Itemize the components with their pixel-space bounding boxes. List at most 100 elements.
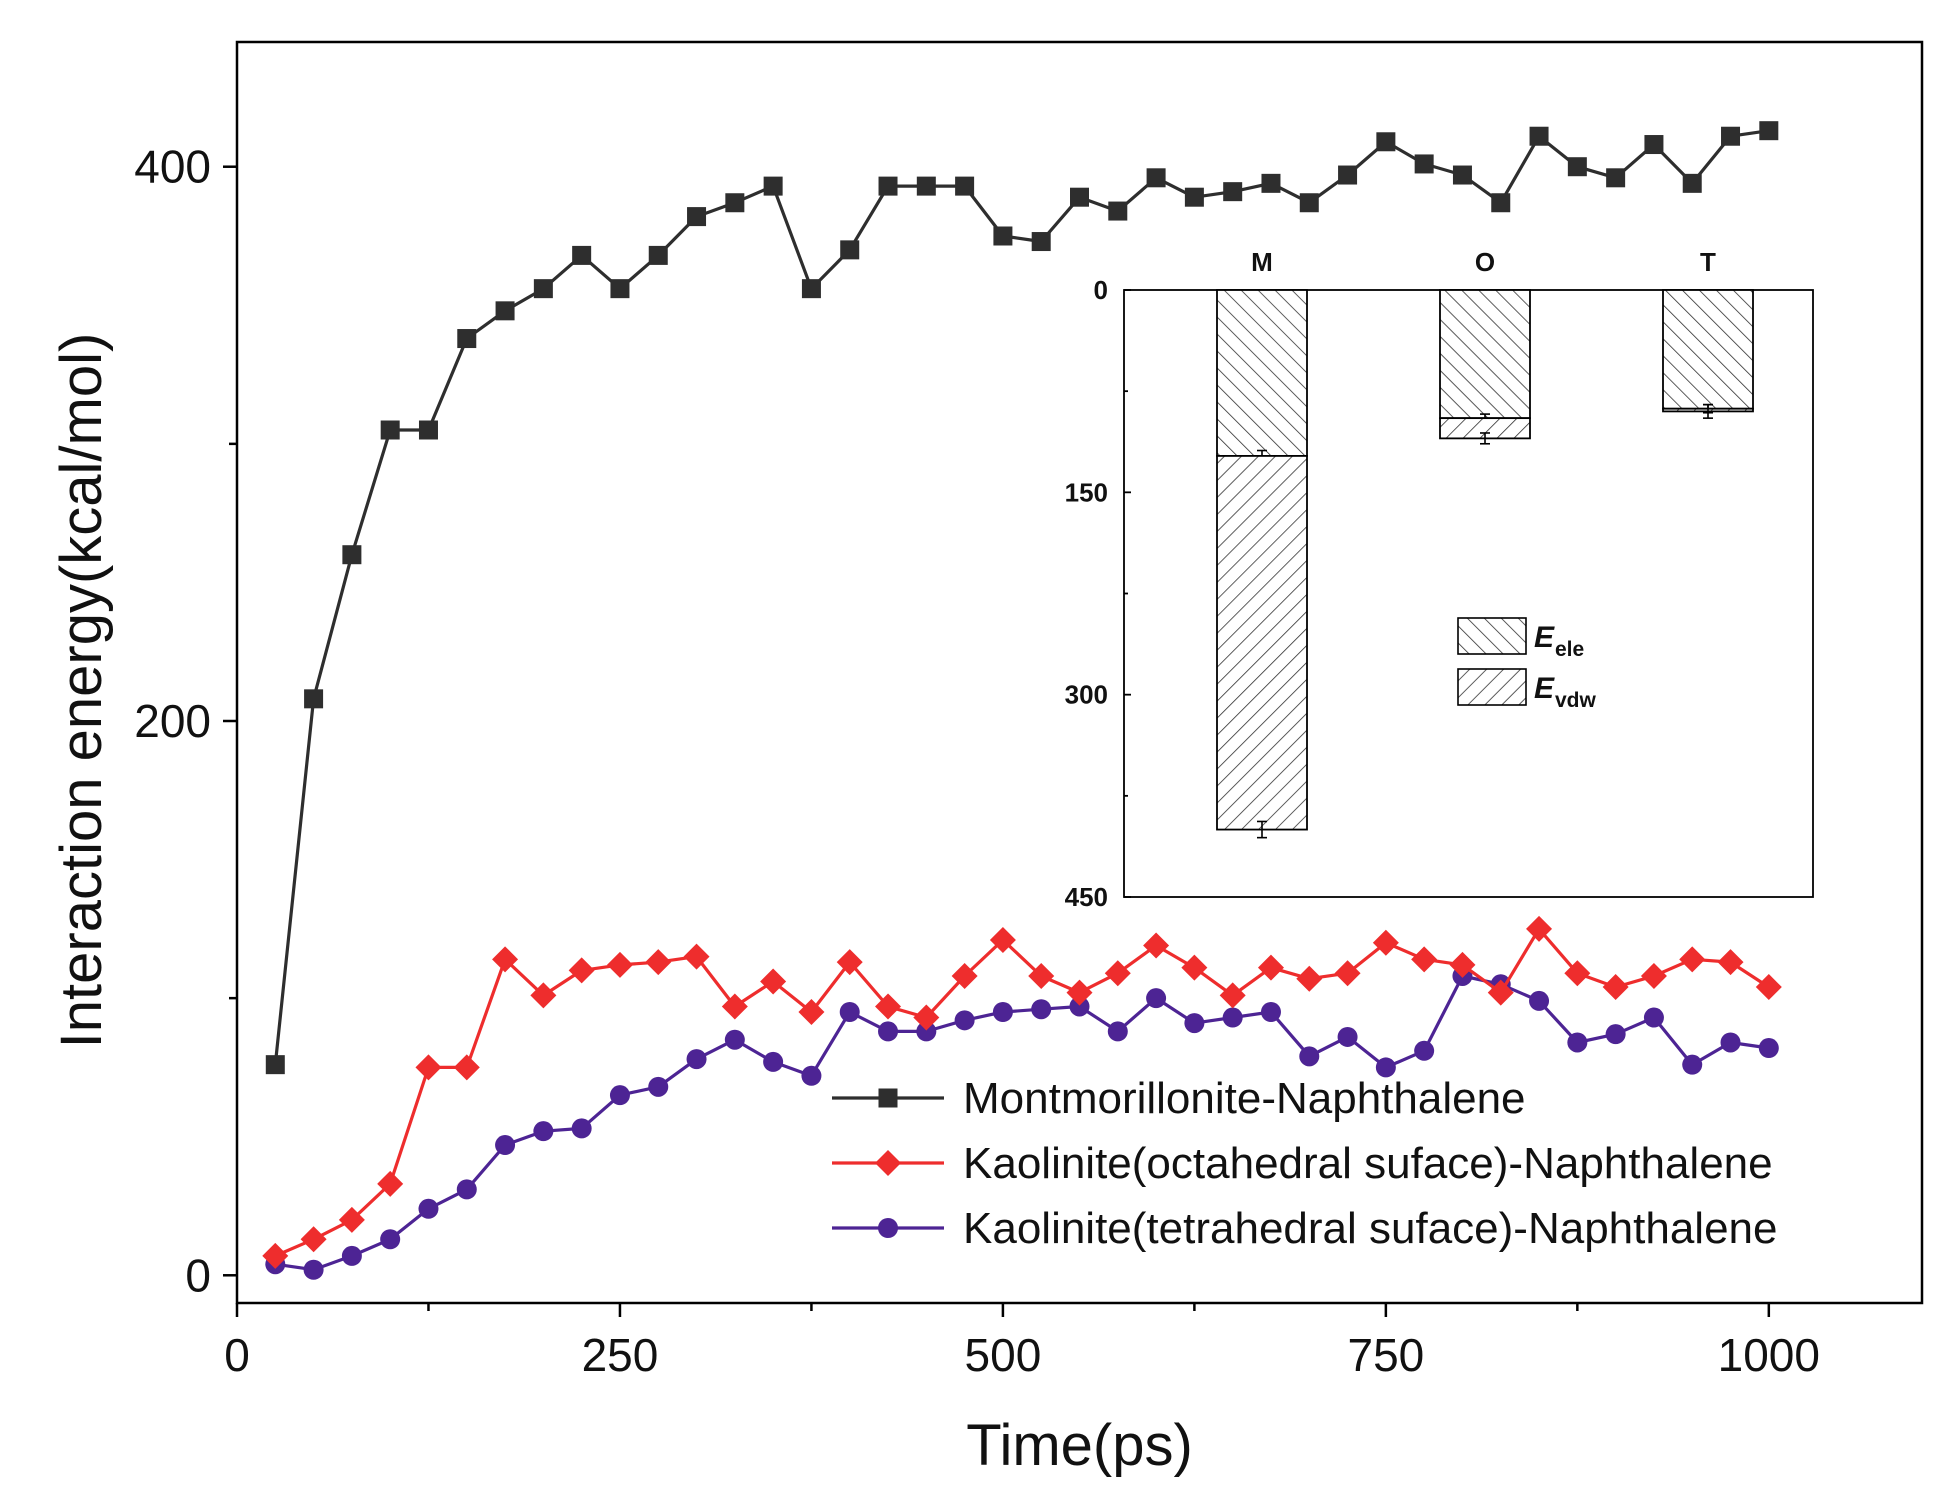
x-axis-title: Time(ps) <box>966 1413 1193 1478</box>
series-square <box>265 121 1779 1075</box>
data-point <box>1487 979 1514 1006</box>
series-line <box>273 129 1770 1065</box>
data-point <box>1069 996 1090 1017</box>
data-point <box>1031 232 1051 252</box>
data-point <box>1108 201 1128 221</box>
data-point <box>1759 121 1779 141</box>
inset-legend-subscript: vdw <box>1555 689 1597 712</box>
data-point <box>530 982 557 1009</box>
inset-y-tick-label: 450 <box>1065 882 1108 912</box>
data-point <box>1682 1054 1703 1075</box>
data-point <box>1414 1040 1435 1061</box>
data-point <box>1567 157 1587 177</box>
data-point <box>1567 1032 1588 1053</box>
inset-category-label: T <box>1700 247 1716 277</box>
data-point <box>1717 949 1744 976</box>
data-point <box>304 689 324 709</box>
data-point <box>418 1198 439 1219</box>
data-point <box>1376 132 1396 152</box>
plot-frame <box>235 40 1924 1305</box>
data-point <box>609 1085 630 1106</box>
legend-marker <box>875 1150 901 1176</box>
data-point <box>341 1245 362 1266</box>
data-point <box>1184 1013 1205 1034</box>
data-point <box>721 993 748 1020</box>
main-legend: Montmorillonite-Naphthalene Kaolinite(oct… <box>832 1074 1778 1253</box>
data-point <box>1107 1021 1128 1042</box>
data-point <box>913 1004 940 1031</box>
data-point <box>1338 165 1358 185</box>
data-point <box>875 993 902 1020</box>
data-point <box>1299 193 1319 213</box>
inset-y-tick-label: 150 <box>1065 477 1108 507</box>
inset-category-label: M <box>1251 247 1273 277</box>
data-point <box>724 1029 745 1050</box>
data-point <box>342 545 362 565</box>
data-point <box>1031 999 1052 1020</box>
y-tick-label: 400 <box>134 141 211 193</box>
data-point <box>1602 974 1629 1001</box>
data-point <box>836 949 863 976</box>
data-point <box>1720 1032 1741 1053</box>
data-point <box>683 943 710 970</box>
data-point <box>1146 168 1166 188</box>
data-point <box>916 176 936 196</box>
data-point <box>1606 168 1626 188</box>
inset-legend-label: E <box>1534 672 1555 705</box>
inset-bar <box>1439 289 1531 420</box>
data-point <box>1529 126 1549 146</box>
data-point <box>840 240 860 260</box>
data-point <box>1679 946 1706 973</box>
x-tick-label: 0 <box>224 1329 250 1381</box>
data-point <box>839 1002 860 1022</box>
data-point <box>1337 1026 1358 1047</box>
x-tick-label: 750 <box>1347 1329 1424 1381</box>
data-point <box>1564 960 1591 987</box>
data-point <box>303 1259 324 1280</box>
data-point <box>1526 915 1553 942</box>
data-point <box>954 1010 975 1031</box>
data-point <box>1643 1007 1664 1028</box>
data-point <box>1296 965 1323 992</box>
data-point <box>265 1055 285 1075</box>
inset-legend-swatch <box>1457 668 1527 706</box>
y-axis-title: Interaction energy(kcal/mol) <box>49 333 114 1049</box>
data-point <box>1758 1038 1779 1059</box>
x-tick-label: 250 <box>582 1329 659 1381</box>
data-point <box>648 1076 669 1097</box>
data-point <box>760 968 787 995</box>
data-point <box>495 301 515 321</box>
data-point <box>798 999 825 1025</box>
data-point <box>456 1179 477 1200</box>
inset-y-tick-label: 0 <box>1094 275 1108 305</box>
data-point <box>916 1021 937 1042</box>
data-point <box>338 1206 365 1233</box>
data-point <box>533 279 553 299</box>
data-point <box>492 946 519 973</box>
data-point <box>1449 951 1476 978</box>
inset-bar <box>1216 289 1308 457</box>
data-point <box>687 207 707 227</box>
data-point <box>1066 979 1093 1006</box>
data-point <box>801 279 821 299</box>
data-point <box>610 279 630 299</box>
series-diamond <box>262 915 1782 1269</box>
data-point <box>453 1054 480 1081</box>
data-point <box>1491 193 1511 213</box>
data-point <box>801 1065 822 1086</box>
legend-marker <box>878 1218 898 1238</box>
series-line <box>274 927 1770 1258</box>
data-point <box>648 245 668 265</box>
inset-bar <box>1216 455 1308 831</box>
x-tick-label: 500 <box>965 1329 1042 1381</box>
inset-y-tick-label: 300 <box>1065 680 1108 710</box>
data-point <box>1181 954 1208 981</box>
data-point <box>457 329 477 349</box>
data-point <box>1372 929 1399 956</box>
data-point <box>1219 982 1246 1009</box>
inset-legend-label: E <box>1534 621 1555 654</box>
data-point <box>1644 135 1664 155</box>
data-point <box>989 926 1016 953</box>
